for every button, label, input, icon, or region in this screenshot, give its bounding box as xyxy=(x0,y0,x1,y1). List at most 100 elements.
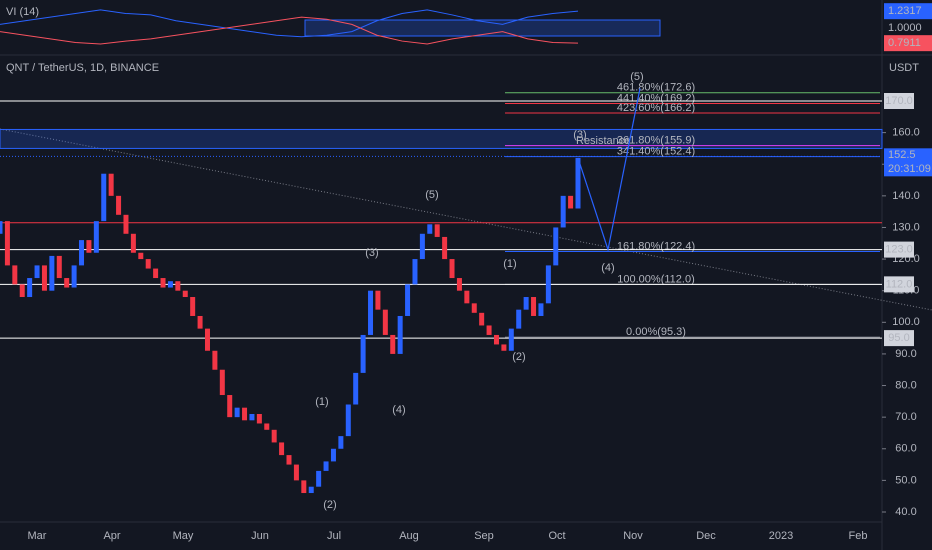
wave-label: (4) xyxy=(392,404,405,416)
candle xyxy=(101,173,107,222)
candle xyxy=(286,455,292,465)
x-tick-label: Jun xyxy=(251,530,269,542)
currency: USDT xyxy=(889,62,919,74)
vi-badge xyxy=(884,3,932,20)
level-label: 170.0 xyxy=(885,95,913,107)
candle xyxy=(145,259,151,269)
fib-label: 361.80%(155.9) xyxy=(617,134,695,146)
wave-label: (2) xyxy=(512,351,525,363)
x-tick-label: May xyxy=(173,530,194,542)
y-tick-label: 140.0 xyxy=(892,190,920,202)
candle xyxy=(397,315,403,354)
indicator-box xyxy=(304,19,661,37)
candle xyxy=(34,265,40,279)
candle xyxy=(56,255,62,279)
candle xyxy=(456,278,462,291)
candle xyxy=(271,429,277,443)
vi-badge xyxy=(884,35,932,52)
candle xyxy=(249,413,255,421)
projection xyxy=(577,88,641,252)
candle xyxy=(279,442,285,456)
y-tick-label: 100.0 xyxy=(892,316,920,328)
chart-title: QNT / TetherUS, 1D, BINANCE xyxy=(6,62,159,74)
candle xyxy=(523,297,529,310)
candle xyxy=(234,407,240,418)
wave-label: (3) xyxy=(573,129,586,141)
level-label: 112.0 xyxy=(886,278,913,290)
candle xyxy=(568,195,574,209)
y-tick-label: 70.0 xyxy=(895,411,916,423)
y-tick-label: 40.0 xyxy=(895,506,916,518)
candle xyxy=(368,290,374,335)
countdown: 20:31:09 xyxy=(888,163,931,175)
candle xyxy=(419,233,425,260)
candle xyxy=(41,265,47,291)
candle xyxy=(79,240,85,266)
vi-line xyxy=(0,9,579,38)
y-tick-label: 130.0 xyxy=(892,221,920,233)
candle xyxy=(219,369,225,396)
x-tick-label: Nov xyxy=(623,530,643,542)
candle xyxy=(308,486,314,494)
candle xyxy=(204,328,210,351)
candle xyxy=(256,413,262,424)
candle xyxy=(264,423,270,430)
candle xyxy=(293,464,299,481)
candle xyxy=(531,297,537,316)
candle xyxy=(338,436,344,449)
x-tick-label: Sep xyxy=(474,530,494,542)
candle xyxy=(486,325,492,335)
level-badge xyxy=(884,241,914,258)
resistance-label: Resistance xyxy=(576,135,630,147)
indicator-ref-label: 1.0000 xyxy=(888,22,922,34)
candle xyxy=(197,315,203,329)
level-label: 95.0 xyxy=(888,332,909,344)
candle xyxy=(123,214,129,234)
candle xyxy=(471,303,477,313)
x-tick-label: Oct xyxy=(548,530,565,542)
wave-label: (3) xyxy=(365,247,378,259)
candle xyxy=(190,297,196,316)
last-label: 152.5 xyxy=(888,149,916,161)
vi-line xyxy=(0,16,579,45)
candle xyxy=(0,221,3,234)
candle xyxy=(64,278,70,288)
candle xyxy=(553,227,559,266)
indicator-title: VI (14) xyxy=(6,6,39,18)
wave-label: (5) xyxy=(630,71,643,83)
candle xyxy=(479,312,485,326)
fib-label: 341.40%(152.4) xyxy=(617,146,695,158)
x-tick-label: Dec xyxy=(696,530,716,542)
candle xyxy=(323,461,329,471)
candle xyxy=(442,236,448,260)
last-badge xyxy=(884,148,932,177)
candle xyxy=(4,221,10,266)
trendline xyxy=(0,128,932,311)
candle xyxy=(560,195,566,228)
candle xyxy=(71,265,77,288)
candle xyxy=(330,448,336,462)
wave-label: (2) xyxy=(323,499,336,511)
x-tick-label: 2023 xyxy=(769,530,793,542)
candle xyxy=(12,265,18,285)
y-tick-label: 90.0 xyxy=(895,348,916,360)
level-badge xyxy=(884,330,914,347)
candle xyxy=(86,240,92,253)
candle xyxy=(153,268,159,279)
candle xyxy=(449,259,455,279)
resistance-zone xyxy=(0,128,883,149)
candle xyxy=(175,281,181,291)
candle xyxy=(464,290,470,304)
candle xyxy=(538,303,544,316)
y-tick-label: 50.0 xyxy=(895,474,916,486)
fib-label: 461.80%(172.6) xyxy=(617,82,695,94)
candle xyxy=(545,265,551,304)
candle xyxy=(375,290,381,310)
y-tick-label: 60.0 xyxy=(895,443,916,455)
candle xyxy=(575,157,581,209)
wave-label: (1) xyxy=(315,396,328,408)
candle xyxy=(360,334,366,373)
candle xyxy=(242,407,248,421)
